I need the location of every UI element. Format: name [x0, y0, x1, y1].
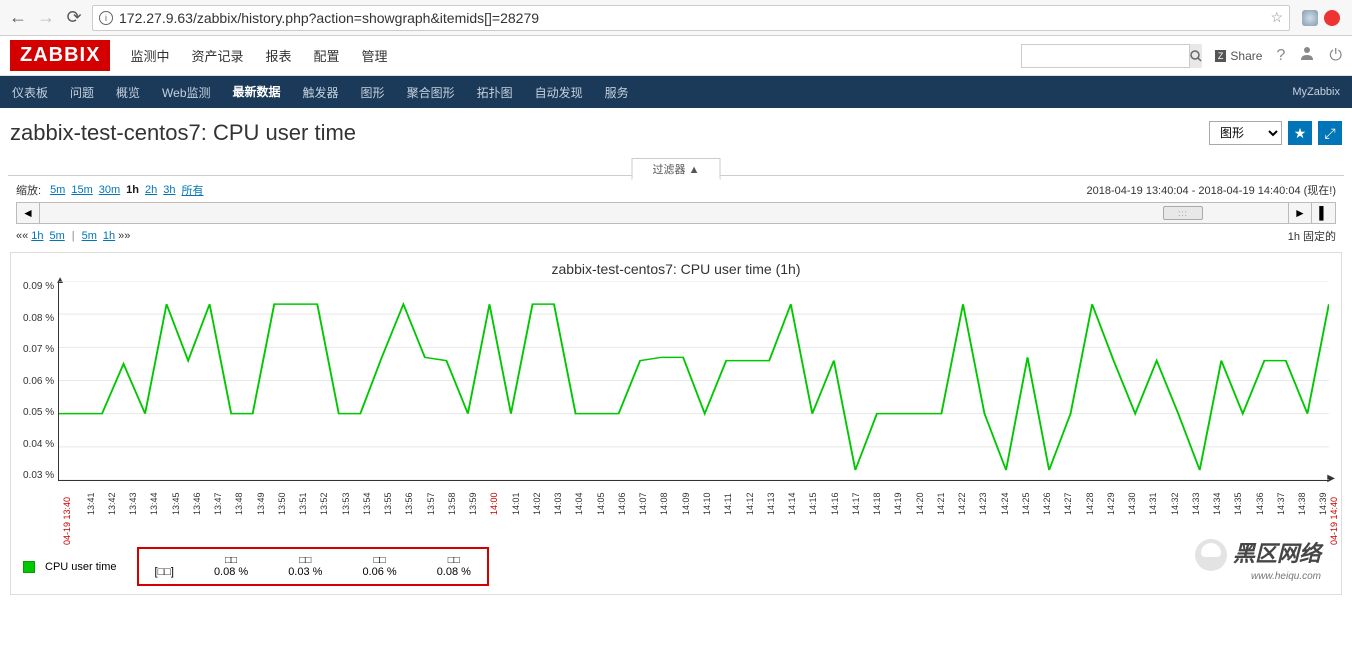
slider-handle[interactable] [1163, 206, 1203, 220]
subnav-8[interactable]: 拓扑图 [475, 76, 515, 109]
subnav-3[interactable]: Web监测 [160, 76, 212, 109]
zabbix-logo[interactable]: ZABBIX [10, 40, 110, 71]
qn-right: 1h 固定的 [1288, 228, 1336, 244]
top-menu-2[interactable]: 报表 [265, 46, 291, 65]
browser-bar: ← → ⟳ i 172.27.9.63/zabbix/history.php?a… [0, 0, 1352, 36]
ext-icon-1[interactable] [1302, 10, 1318, 26]
search-icon[interactable] [1189, 44, 1202, 68]
ext-icon-2[interactable] [1324, 10, 1340, 26]
top-menu-3[interactable]: 配置 [314, 46, 340, 65]
quick-nav: «« 1h 5m | 5m 1h »» 1h 固定的 [0, 226, 1352, 252]
back-arrow[interactable]: ← [8, 8, 28, 28]
watermark-icon [1195, 539, 1227, 571]
forward-arrow[interactable]: → [36, 8, 56, 28]
favorite-button[interactable]: ★ [1288, 121, 1312, 145]
search-input[interactable] [1022, 49, 1189, 63]
app-header: ZABBIX 监测中 资产记录 报表 配置 管理 ZShare ? ⏻ [0, 36, 1352, 76]
top-menu-1[interactable]: 资产记录 [191, 46, 243, 65]
page-title-row: zabbix-test-centos7: CPU user time 图形 ★ … [0, 108, 1352, 158]
subnav-1[interactable]: 问题 [68, 76, 96, 109]
qn-l-1h[interactable]: 1h [31, 230, 43, 242]
stats-type: [□□] [155, 566, 174, 578]
filter-tab[interactable]: 过滤器 ▲ [632, 158, 721, 180]
power-icon[interactable]: ⏻ [1329, 47, 1342, 65]
top-menu: 监测中 资产记录 报表 配置 管理 [130, 46, 387, 65]
watermark: 黑区网络 www.heiqu.com [1195, 536, 1321, 582]
zoom-5m[interactable]: 5m [50, 184, 65, 196]
quick-rr: »» [118, 230, 130, 242]
chart: zabbix-test-centos7: CPU user time (1h) … [10, 252, 1342, 595]
page-title: zabbix-test-centos7: CPU user time [10, 120, 356, 146]
share-button[interactable]: ZShare [1215, 49, 1263, 63]
quick-ll: «« [16, 230, 28, 242]
zoom-30m[interactable]: 30m [99, 184, 120, 196]
time-range: 2018-04-19 13:40:04 - 2018-04-19 14:40:0… [1087, 182, 1337, 198]
qn-l-5m[interactable]: 5m [50, 230, 65, 242]
chart-title: zabbix-test-centos7: CPU user time (1h) [23, 261, 1329, 277]
subnav-6[interactable]: 图形 [359, 76, 387, 109]
zoom-1h[interactable]: 1h [126, 184, 139, 196]
subnav-4[interactable]: 最新数据 [231, 75, 283, 110]
zoom-all[interactable]: 所有 [182, 182, 204, 198]
subnav-2[interactable]: 概览 [114, 76, 142, 109]
zoom-3h[interactable]: 3h [163, 184, 175, 196]
slider-prev-button[interactable]: ◄ [16, 202, 40, 224]
zoom-15m[interactable]: 15m [71, 184, 92, 196]
subnav-10[interactable]: 服务 [603, 76, 631, 109]
view-select[interactable]: 图形 [1209, 121, 1282, 145]
qn-r-1h[interactable]: 1h [103, 230, 115, 242]
subnav-5[interactable]: 触发器 [301, 76, 341, 109]
url-text: 172.27.9.63/zabbix/history.php?action=sh… [119, 10, 539, 26]
stats-box: [□□] □□0.08 % □□0.03 % □□0.06 % □□0.08 % [137, 547, 489, 586]
subnav-9[interactable]: 自动发现 [533, 76, 585, 109]
subnav-0[interactable]: 仪表板 [10, 76, 50, 109]
time-slider: ◄ ► ▌ [0, 200, 1352, 226]
subnav: 仪表板 问题 概览 Web监测 最新数据 触发器 图形 聚合图形 拓扑图 自动发… [0, 76, 1352, 108]
y-axis: 0.09 %0.08 %0.07 %0.06 %0.05 %0.04 %0.03… [23, 281, 58, 481]
user-icon[interactable] [1299, 45, 1315, 66]
info-icon: i [99, 11, 113, 25]
slider-next-button[interactable]: ► [1288, 202, 1312, 224]
subnav-right[interactable]: MyZabbix [1290, 78, 1342, 106]
slider-track[interactable] [40, 202, 1288, 224]
qn-r-5m[interactable]: 5m [82, 230, 97, 242]
reload-icon[interactable]: ⟳ [64, 8, 84, 28]
legend-swatch [23, 561, 35, 573]
zoom-label: 缩放: [16, 182, 41, 198]
top-menu-0[interactable]: 监测中 [130, 46, 169, 65]
search-box[interactable] [1021, 44, 1201, 68]
slider-end-button[interactable]: ▌ [1312, 202, 1336, 224]
legend: CPU user time [□□] □□0.08 % □□0.03 % □□0… [23, 547, 1329, 586]
plot-area: ▲ ▶ [58, 281, 1329, 481]
legend-label: CPU user time [45, 561, 117, 573]
help-icon[interactable]: ? [1276, 47, 1285, 65]
subnav-7[interactable]: 聚合图形 [405, 76, 457, 109]
x-axis: 04-19 13:4013:4113:4213:4313:4413:4513:4… [75, 483, 1329, 527]
bookmark-star-icon[interactable]: ☆ [1270, 9, 1283, 26]
url-bar[interactable]: i 172.27.9.63/zabbix/history.php?action=… [92, 5, 1290, 31]
filter-tab-row: 过滤器 ▲ [8, 158, 1344, 176]
fullscreen-button[interactable]: ⤢ [1318, 121, 1342, 145]
top-menu-4[interactable]: 管理 [362, 46, 388, 65]
extensions [1298, 10, 1344, 26]
zoom-2h[interactable]: 2h [145, 184, 157, 196]
